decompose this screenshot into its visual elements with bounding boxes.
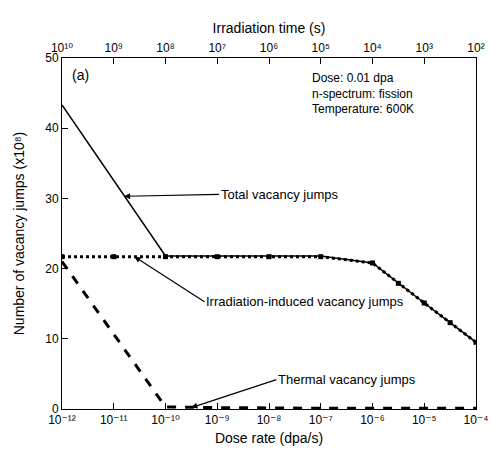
svg-text:10: 10 <box>45 332 59 346</box>
svg-text:10³: 10³ <box>416 41 433 55</box>
svg-text:10⁷: 10⁷ <box>208 41 226 55</box>
svg-text:10⁻⁶: 10⁻⁶ <box>360 413 385 427</box>
svg-text:50: 50 <box>45 51 59 65</box>
svg-text:Thermal vacancy jumps: Thermal vacancy jumps <box>278 372 416 387</box>
svg-text:10¹⁰: 10¹⁰ <box>51 41 73 55</box>
svg-text:10⁻¹⁰: 10⁻¹⁰ <box>151 413 180 427</box>
svg-text:Total vacancy jumps: Total vacancy jumps <box>221 187 339 202</box>
svg-text:10²: 10² <box>467 41 484 55</box>
svg-text:30: 30 <box>45 192 59 206</box>
svg-text:Dose rate (dpa/s): Dose rate (dpa/s) <box>215 430 323 446</box>
svg-text:Number of vacancy jumps (x10⁸): Number of vacancy jumps (x10⁸) <box>11 132 27 336</box>
svg-text:20: 20 <box>45 262 59 276</box>
svg-text:10⁴: 10⁴ <box>363 41 382 55</box>
svg-text:40: 40 <box>45 121 59 135</box>
svg-text:10⁻⁴: 10⁻⁴ <box>464 413 489 427</box>
svg-text:(a): (a) <box>72 67 89 83</box>
svg-text:10⁹: 10⁹ <box>105 41 124 55</box>
svg-text:10⁻¹²: 10⁻¹² <box>48 413 76 427</box>
svg-text:10⁸: 10⁸ <box>156 41 174 55</box>
svg-text:10⁻¹¹: 10⁻¹¹ <box>100 413 128 427</box>
svg-text:10⁵: 10⁵ <box>312 41 330 55</box>
svg-text:Irradiation time (s): Irradiation time (s) <box>213 20 326 36</box>
svg-text:Irradiation-induced vacancy ju: Irradiation-induced vacancy jumps <box>206 294 404 309</box>
svg-text:Dose: 0.01 dpan-spectrum: fiss: Dose: 0.01 dpan-spectrum: fissionTempera… <box>312 71 414 116</box>
svg-text:10⁻⁹: 10⁻⁹ <box>205 413 230 427</box>
svg-text:10⁻⁵: 10⁻⁵ <box>412 413 437 427</box>
svg-text:10⁻⁷: 10⁻⁷ <box>309 413 333 427</box>
svg-text:10⁶: 10⁶ <box>260 41 278 55</box>
svg-text:0: 0 <box>52 402 59 416</box>
svg-text:10⁻⁸: 10⁻⁸ <box>257 413 282 427</box>
